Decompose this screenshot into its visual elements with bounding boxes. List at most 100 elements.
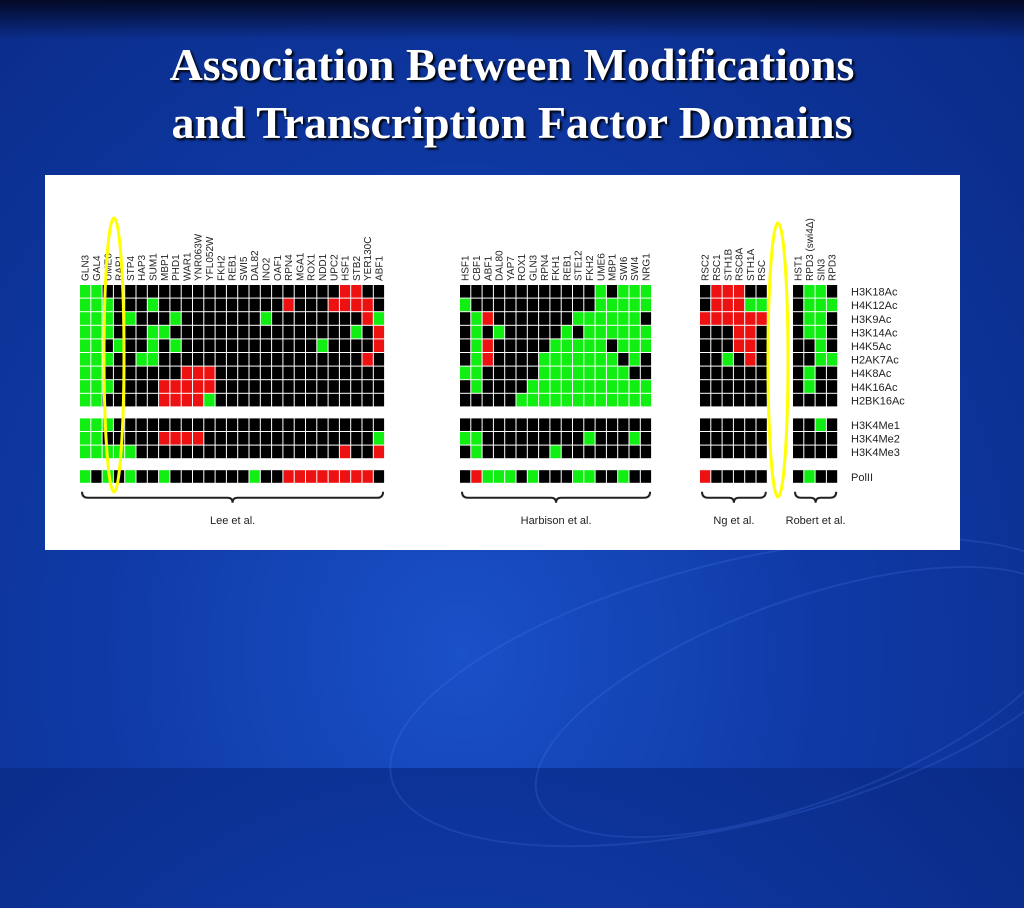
heatmap-cell [815,366,826,380]
heatmap-cell [561,285,572,298]
heatmap-cell [91,312,102,325]
heatmap-cell [306,339,317,352]
heatmap-cell [733,366,745,380]
heatmap-cell [136,445,147,459]
heatmap-cell [317,366,328,380]
heatmap-cell [91,470,102,483]
heatmap-cell [516,312,527,325]
heatmap-cell [102,432,113,445]
heatmap-cell [283,445,294,459]
row-label: H2AK7Ac [851,355,899,367]
heatmap-cell [516,325,527,339]
heatmap-cell [584,366,595,380]
heatmap-cell [722,285,733,298]
group-bracket [794,491,838,503]
heatmap-cell [193,418,204,431]
column-label: ABF1 [374,256,385,281]
heatmap-cell [91,353,102,366]
heatmap-cell [113,366,125,380]
heatmap-cell [539,285,550,298]
heatmap-cell [640,418,652,431]
heatmap-cell [283,298,294,312]
heatmap-cell [249,312,260,325]
heatmap-cell [722,298,733,312]
row-label: H3K18Ac [851,287,898,299]
heatmap-cell [215,380,226,393]
heatmap-cell [493,339,505,352]
heatmap-cell [351,380,362,393]
heatmap-cell [711,339,722,352]
group-caption: Robert et al. [786,515,846,527]
heatmap-cell [561,325,572,339]
heatmap-cell [640,339,652,352]
heatmap-cell [193,366,204,380]
heatmap-cell [226,366,238,380]
heatmap-cell [606,285,618,298]
heatmap-cell [283,393,294,407]
heatmap-cell [294,339,305,352]
heatmap-cell [756,339,767,352]
column-label: SWI5 [239,256,250,281]
heatmap-cell [640,312,652,325]
heatmap-cell [125,285,136,298]
heatmap-cell [722,366,733,380]
column-label: RAP1 [115,254,126,281]
heatmap-cell [362,432,373,445]
heatmap-cell [460,298,471,312]
heatmap-cell [193,312,204,325]
heatmap-cell [147,445,159,459]
heatmap-cell [80,298,91,312]
heatmap-cell [584,380,595,393]
heatmap-cell [640,298,652,312]
heatmap-cell [573,353,584,366]
heatmap-cell [215,325,226,339]
heatmap-cell [260,366,272,380]
heatmap-cell [272,418,283,431]
heatmap-cell [618,418,629,431]
heatmap-cell [550,312,561,325]
column-label: ROX1 [307,253,318,281]
heatmap-cell [181,418,192,431]
heatmap-cell [226,325,238,339]
heatmap-cell [756,470,767,483]
heatmap-cell [700,325,711,339]
heatmap-cell [606,380,618,393]
heatmap-cell [573,298,584,312]
heatmap-cell [226,312,238,325]
heatmap-cell [573,380,584,393]
heatmap-cell [618,366,629,380]
heatmap-cell [826,298,838,312]
highlight-oval [766,221,790,499]
heatmap-cell [629,432,640,445]
heatmap-cell [339,298,351,312]
heatmap-cell [351,285,362,298]
heatmap-cell [573,325,584,339]
column-label: REB1 [228,254,239,281]
heatmap-cell [80,393,91,407]
heatmap-cell [539,432,550,445]
heatmap-cell [629,366,640,380]
heatmap-cell [80,285,91,298]
heatmap-cell [125,366,136,380]
heatmap-cell [328,432,339,445]
heatmap-cell [159,366,170,380]
heatmap-cell [745,380,756,393]
heatmap-cell [249,432,260,445]
heatmap-cell [460,353,471,366]
heatmap-cell [756,325,767,339]
heatmap-cell [215,353,226,366]
heatmap-cell [91,366,102,380]
column-label: NRG1 [641,253,652,281]
heatmap-cell [147,353,159,366]
heatmap-cell [362,353,373,366]
heatmap-cell [159,285,170,298]
heatmap-cell [238,445,249,459]
heatmap-cell [181,470,192,483]
column-label: RSC8A [735,247,746,281]
column-label: PHD1 [171,254,182,281]
heatmap-cell [527,393,539,407]
heatmap-cell [711,470,722,483]
heatmap-cell [550,470,561,483]
column-label: WAR1 [182,252,193,281]
heatmap-cell [193,285,204,298]
